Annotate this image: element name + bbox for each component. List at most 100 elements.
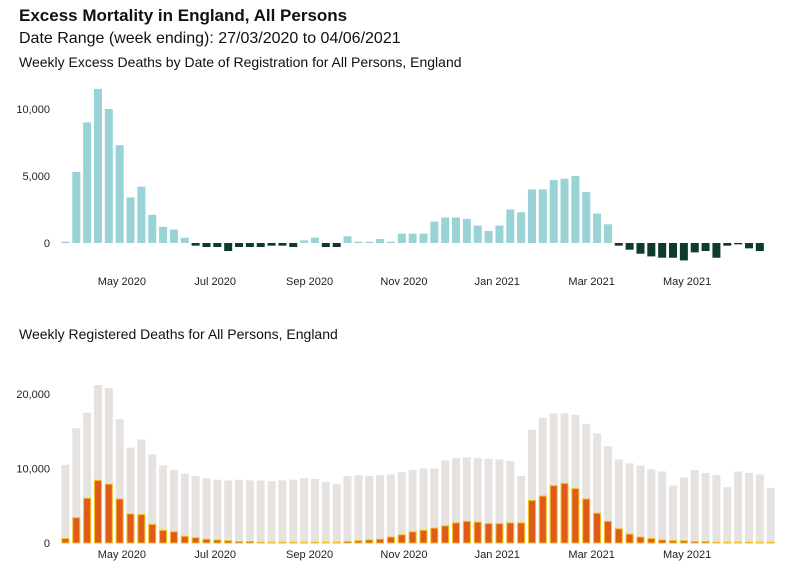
excess-bar <box>506 209 515 243</box>
all-deaths-bar <box>115 419 124 543</box>
covid-deaths-bar <box>744 541 753 544</box>
all-deaths-bar <box>506 461 515 543</box>
all-deaths-bar <box>137 439 146 543</box>
registered-chart-title: Weekly Registered Deaths for All Persons… <box>19 326 338 342</box>
excess-bar <box>441 217 450 243</box>
covid-deaths-bar <box>473 521 482 544</box>
covid-deaths-bar <box>408 531 417 544</box>
excess-bar <box>300 240 309 243</box>
excess-bar <box>419 233 428 243</box>
excess-bar <box>734 243 743 245</box>
all-deaths-bar <box>625 463 634 543</box>
excess-bar <box>582 192 591 243</box>
x-tick-label: May 2021 <box>663 549 711 561</box>
all-deaths-bar <box>690 469 699 543</box>
all-deaths-bar <box>332 484 341 543</box>
covid-deaths-bar <box>267 541 276 544</box>
excess-bar <box>278 243 287 246</box>
all-deaths-bar <box>408 469 417 543</box>
excess-bar <box>549 180 558 243</box>
covid-deaths-bar <box>495 523 504 544</box>
excess-bar <box>430 221 439 243</box>
excess-bar <box>115 145 124 243</box>
excess-bar <box>669 243 678 258</box>
excess-bar <box>72 171 81 243</box>
all-deaths-bar <box>159 465 168 543</box>
all-deaths-bar <box>441 460 450 543</box>
covid-deaths-bar <box>213 539 222 544</box>
excess-bar <box>354 241 363 243</box>
all-deaths-bar <box>321 481 330 543</box>
covid-deaths-bar <box>484 523 493 544</box>
excess-bar <box>658 243 667 258</box>
excess-bar <box>137 186 146 243</box>
all-deaths-bar <box>647 469 656 543</box>
covid-deaths-bar <box>723 541 732 544</box>
all-deaths-bar <box>310 478 319 543</box>
excess-bar <box>224 243 233 252</box>
x-tick-label: Sep 2020 <box>286 276 333 288</box>
all-deaths-bar <box>126 447 135 543</box>
all-deaths-bar <box>224 480 233 543</box>
x-tick-label: Jan 2021 <box>475 276 520 288</box>
covid-deaths-bar <box>603 520 612 544</box>
covid-deaths-bar <box>159 529 168 544</box>
excess-bar <box>408 233 417 243</box>
excess-bar <box>755 243 764 252</box>
all-deaths-bar <box>202 478 211 543</box>
x-tick-label: Jul 2020 <box>194 549 236 561</box>
covid-deaths-bar <box>169 531 178 544</box>
covid-deaths-bar <box>180 535 189 544</box>
excess-bar <box>83 122 92 243</box>
excess-bar <box>169 229 178 243</box>
x-tick-label: May 2020 <box>98 549 146 561</box>
excess-bar <box>310 237 319 243</box>
excess-bar <box>473 225 482 243</box>
covid-deaths-bar <box>191 537 200 544</box>
excess-bar <box>538 189 547 243</box>
covid-deaths-bar <box>755 541 764 544</box>
excess-bar <box>712 243 721 258</box>
all-deaths-bar <box>148 454 157 543</box>
covid-deaths-bar <box>72 517 81 544</box>
excess-bar <box>723 243 732 246</box>
excess-bar <box>267 243 276 246</box>
all-deaths-bar <box>517 475 526 543</box>
excess-bar <box>386 241 395 243</box>
covid-deaths-bar <box>571 488 580 544</box>
excess-bar <box>452 217 461 243</box>
excess-bar <box>495 225 504 243</box>
excess-bar <box>343 236 352 243</box>
covid-deaths-bar <box>658 539 667 544</box>
excess-bar <box>202 243 211 248</box>
covid-deaths-bar <box>419 529 428 544</box>
excess-bar <box>647 243 656 257</box>
x-tick-label: Jul 2020 <box>194 276 236 288</box>
all-deaths-bar <box>755 474 764 543</box>
all-deaths-bar <box>72 428 81 543</box>
excess-bar <box>376 238 385 243</box>
covid-deaths-bar <box>690 541 699 544</box>
all-deaths-bar <box>701 472 710 543</box>
excess-bar <box>213 243 222 248</box>
covid-deaths-bar <box>354 540 363 544</box>
covid-deaths-bar <box>462 520 471 544</box>
x-tick-label: May 2020 <box>98 276 146 288</box>
all-deaths-bar <box>669 485 678 543</box>
excess-bar <box>180 237 189 243</box>
all-deaths-bar <box>549 413 558 543</box>
x-tick-label: Mar 2021 <box>568 276 614 288</box>
covid-deaths-bar <box>148 523 157 544</box>
excess-bar <box>571 176 580 243</box>
excess-bar <box>636 243 645 254</box>
covid-deaths-bar <box>278 541 287 544</box>
excess-bar <box>462 218 471 243</box>
covid-deaths-bar <box>647 538 656 544</box>
covid-deaths-bar <box>256 541 265 544</box>
all-deaths-bar <box>376 475 385 543</box>
excess-bar <box>256 243 265 248</box>
covid-deaths-bar <box>582 498 591 544</box>
covid-deaths-bar <box>245 541 254 544</box>
excess-bar <box>321 243 330 248</box>
all-deaths-bar <box>354 475 363 543</box>
